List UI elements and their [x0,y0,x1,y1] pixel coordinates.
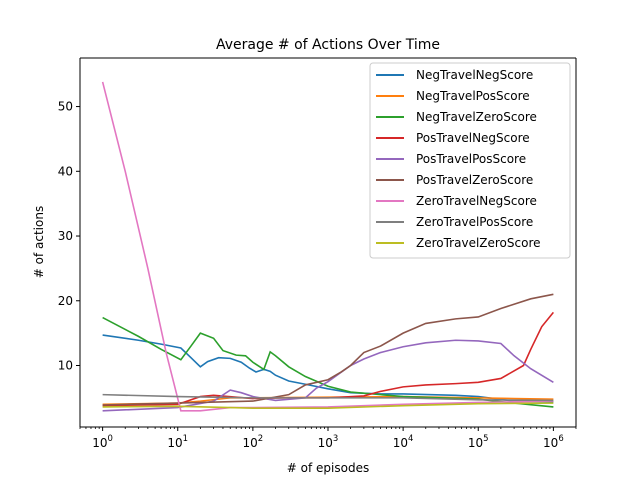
x-tick-label: 106 [543,434,564,450]
series-line-negtravelzeroscore [102,316,554,408]
series-line-postravelnegscore [102,311,554,407]
y-tick-label: 30 [58,229,73,243]
series-line-postravelzeroscore [102,293,554,406]
legend-label: NegTravelPosScore [416,89,530,103]
x-axis-title: # of episodes [287,461,369,475]
legend-label: PosTravelPosScore [416,152,526,166]
y-tick-label: 20 [58,294,73,308]
legend-label: ZeroTravelZeroScore [416,236,541,250]
x-tick-label: 100 [92,434,113,450]
x-axis: 100 101 102 103 104 105 106 [79,427,577,450]
series-layer [101,81,554,412]
x-tick-label: 101 [167,434,188,450]
legend-label: NegTravelNegScore [416,68,533,82]
y-tick-label: 10 [58,359,73,373]
x-tick-label: 102 [243,434,264,450]
series-line-zerotravelnegscore [101,81,554,412]
legend-label: PosTravelZeroScore [416,173,533,187]
series-line-zerotravelzeroscore [102,402,554,410]
legend-box [369,62,571,259]
legend-label: NegTravelZeroScore [416,110,537,124]
chart-title: Average # of Actions Over Time [216,37,440,53]
legend-label: ZeroTravelPosScore [416,215,533,229]
x-tick-label: 103 [318,434,339,450]
legend-label: PosTravelNegScore [416,131,530,145]
x-tick-label: 105 [468,434,489,450]
y-axis: 10 20 30 40 50 [58,100,80,373]
legend-label: ZeroTravelNegScore [416,194,537,208]
legend: NegTravelNegScore NegTravelPosScore NegTra… [369,62,571,259]
series-line-zerotravelposscore [102,393,554,402]
x-tick-label: 104 [393,434,414,450]
y-tick-label: 40 [58,164,73,178]
y-tick-label: 50 [58,100,73,114]
y-axis-title: # of actions [32,206,46,278]
